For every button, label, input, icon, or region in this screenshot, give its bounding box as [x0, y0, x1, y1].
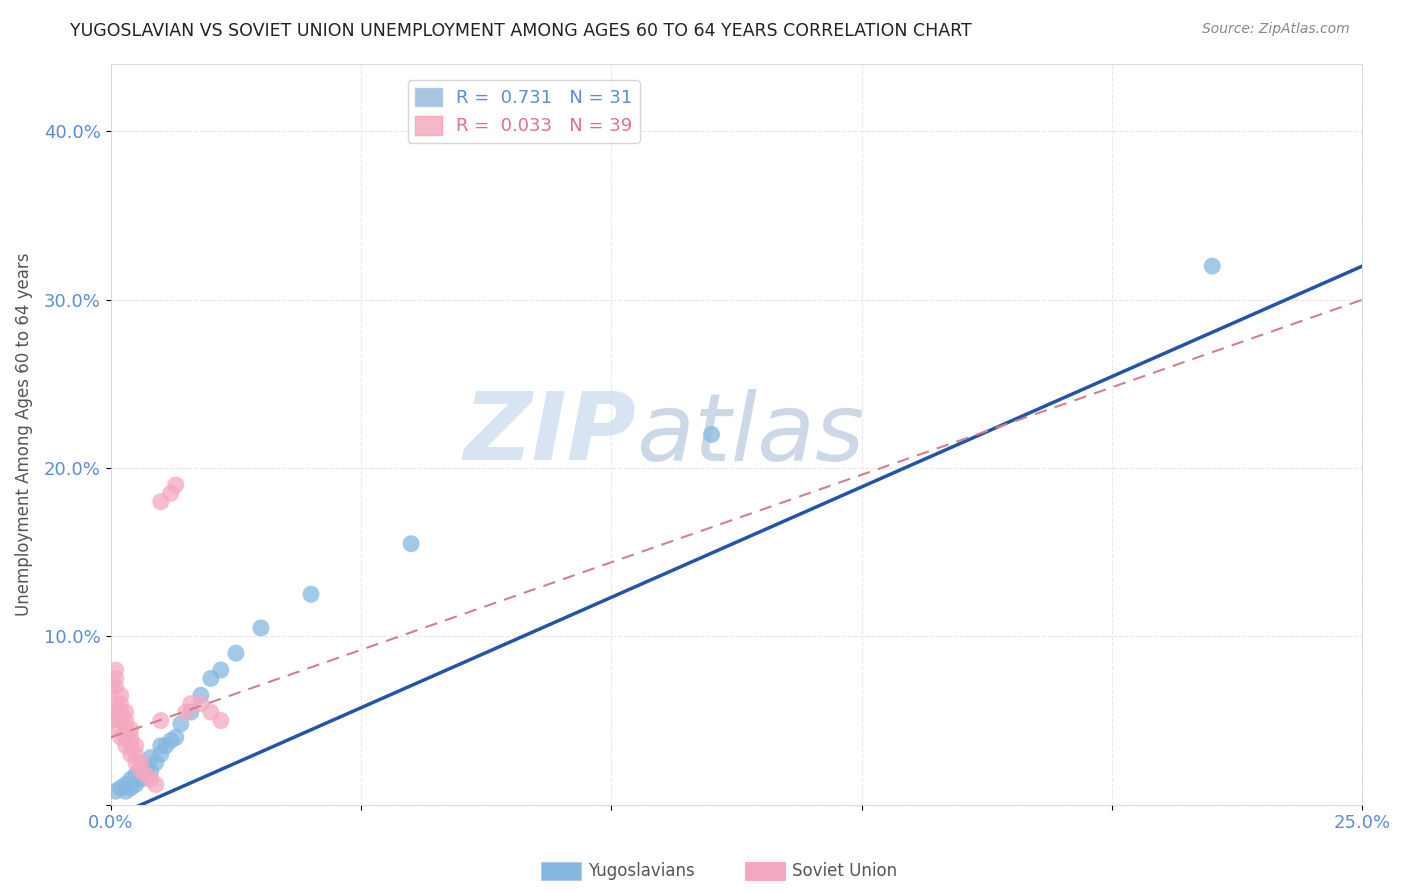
Point [200, 705, 222, 719]
Point [139, 764, 162, 778]
Point [135, 767, 157, 781]
Point [135, 767, 157, 781]
Point [104, 705, 127, 719]
Point [114, 731, 136, 745]
Point [145, 777, 167, 791]
Point [114, 705, 136, 719]
Point [180, 697, 202, 711]
Point [114, 739, 136, 753]
Point [155, 739, 177, 753]
Point [125, 767, 148, 781]
Point [100, 680, 122, 694]
Point [125, 739, 148, 753]
Point [209, 663, 232, 677]
Point [100, 714, 122, 728]
Point [104, 784, 127, 798]
Point [114, 722, 136, 736]
Point [700, 427, 723, 442]
Point [190, 697, 212, 711]
Point [149, 739, 172, 753]
Text: Yugoslavians: Yugoslavians [588, 862, 695, 880]
Point [209, 714, 232, 728]
Point [200, 672, 222, 686]
Point [110, 697, 132, 711]
Point [125, 747, 148, 761]
Point [250, 621, 273, 635]
Point [1201, 259, 1223, 273]
Point [135, 761, 157, 775]
Point [170, 717, 193, 731]
Text: Soviet Union: Soviet Union [792, 862, 897, 880]
Point [190, 688, 212, 702]
Point [180, 705, 202, 719]
Point [149, 494, 172, 508]
Point [120, 747, 142, 761]
Point [139, 750, 162, 764]
Point [159, 486, 181, 500]
Point [129, 756, 152, 770]
Text: YUGOSLAVIAN VS SOVIET UNION UNEMPLOYMENT AMONG AGES 60 TO 64 YEARS CORRELATION C: YUGOSLAVIAN VS SOVIET UNION UNEMPLOYMENT… [70, 22, 972, 40]
Point [145, 756, 167, 770]
Point [104, 663, 127, 677]
Point [399, 537, 422, 551]
Point [225, 646, 247, 660]
Text: Source: ZipAtlas.com: Source: ZipAtlas.com [1202, 22, 1350, 37]
Point [149, 714, 172, 728]
Point [139, 772, 162, 787]
Point [110, 705, 132, 719]
Text: ZIP: ZIP [464, 388, 637, 481]
Point [129, 764, 152, 778]
Point [165, 731, 187, 745]
Point [110, 780, 132, 795]
Point [120, 739, 142, 753]
Point [114, 714, 136, 728]
Point [104, 697, 127, 711]
Point [110, 731, 132, 745]
Point [120, 731, 142, 745]
Point [129, 772, 152, 787]
Point [125, 756, 148, 770]
Point [129, 764, 152, 778]
Point [114, 784, 136, 798]
Point [120, 772, 142, 787]
Point [120, 780, 142, 795]
Point [159, 733, 181, 747]
Point [110, 688, 132, 702]
Point [299, 587, 322, 601]
Legend: R =  0.731   N = 31, R =  0.033   N = 39: R = 0.731 N = 31, R = 0.033 N = 39 [408, 80, 640, 143]
Point [120, 722, 142, 736]
Point [110, 714, 132, 728]
Point [165, 478, 187, 492]
Point [104, 680, 127, 694]
Point [104, 672, 127, 686]
Point [125, 777, 148, 791]
Text: atlas: atlas [637, 389, 865, 480]
Point [174, 705, 197, 719]
Point [114, 777, 136, 791]
Y-axis label: Unemployment Among Ages 60 to 64 years: Unemployment Among Ages 60 to 64 years [15, 252, 32, 616]
Point [104, 722, 127, 736]
Point [149, 747, 172, 761]
